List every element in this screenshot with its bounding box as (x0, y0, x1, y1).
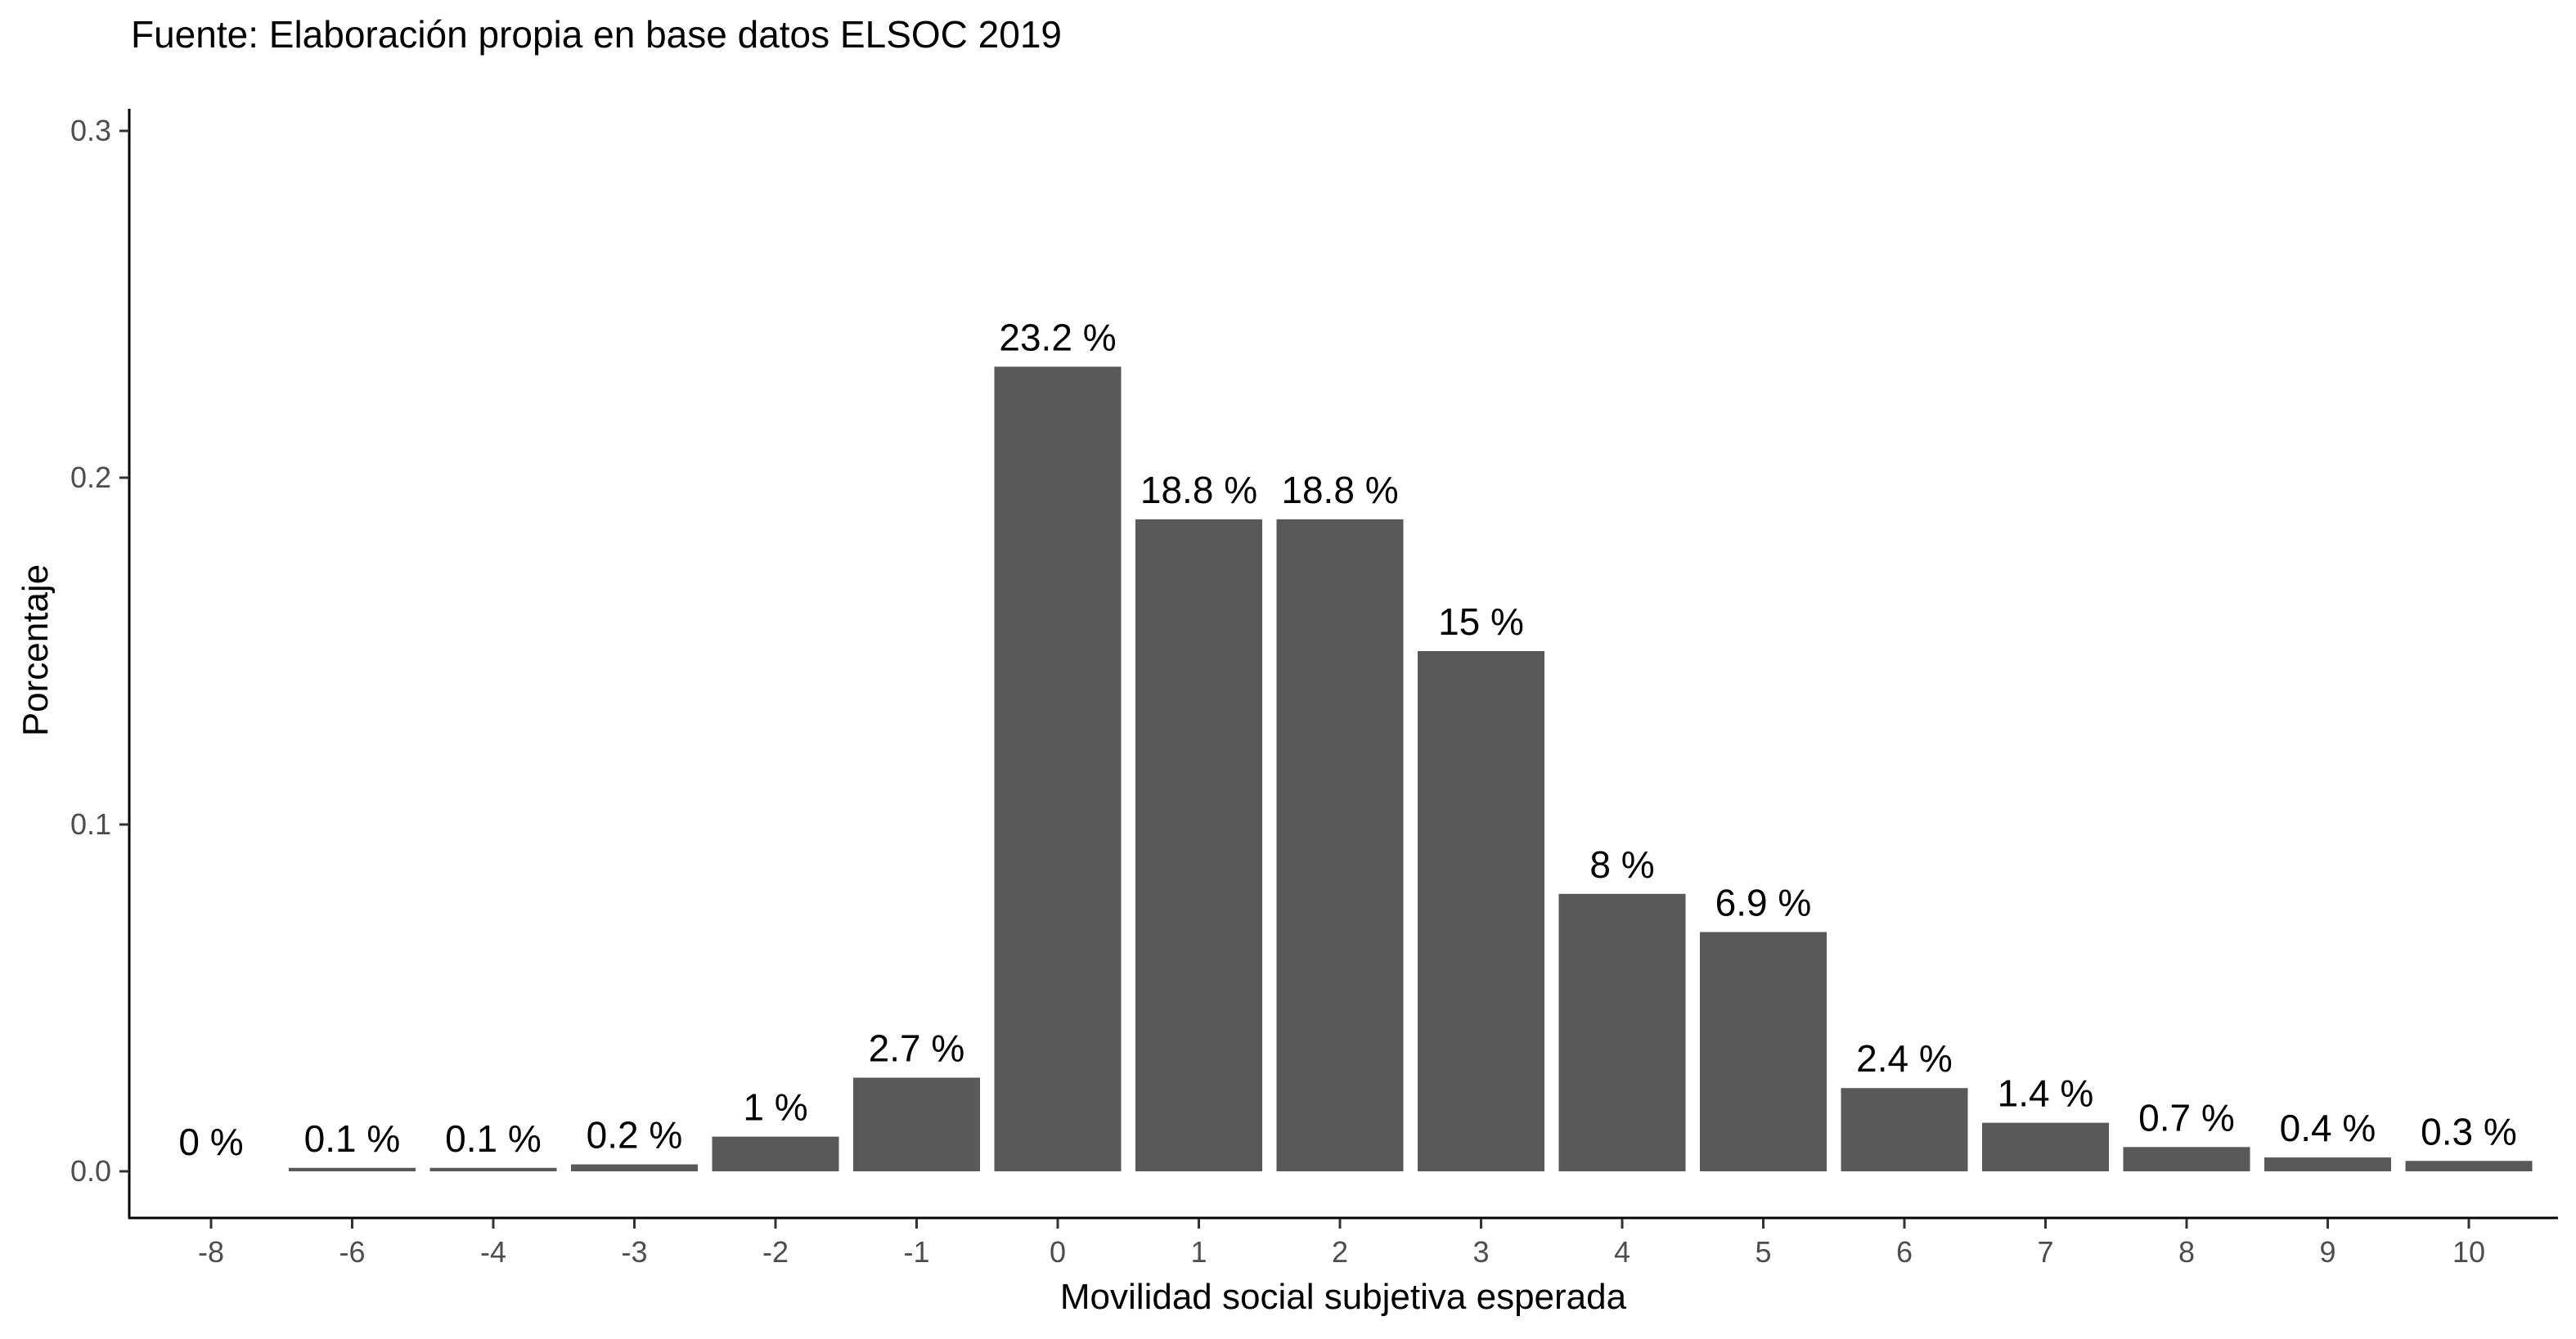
chart-caption: Fuente: Elaboración propia en base datos… (131, 13, 1062, 56)
x-tick-label: -8 (198, 1235, 224, 1269)
data-label: 15 % (1438, 600, 1524, 643)
y-axis-ticks: 0.0 0.1 0.2 0.3 (70, 114, 129, 1188)
x-tick-label: -1 (903, 1235, 929, 1269)
bar (1841, 1088, 1968, 1171)
bar (712, 1136, 839, 1171)
data-label: 0.4 % (2280, 1107, 2376, 1149)
data-label: 0.2 % (587, 1114, 683, 1157)
x-tick-label: 7 (2037, 1235, 2053, 1269)
x-tick-label: 5 (1755, 1235, 1771, 1269)
x-tick-label: 8 (2178, 1235, 2195, 1269)
x-tick-label: 3 (1472, 1235, 1489, 1269)
data-label: 2.4 % (1856, 1037, 1953, 1080)
bar (429, 1167, 557, 1171)
x-tick-label: 10 (2452, 1235, 2485, 1269)
y-axis-title: Porcentaje (16, 564, 56, 736)
bar (1418, 651, 1544, 1171)
bar (1135, 519, 1262, 1171)
bars-group (289, 366, 2533, 1171)
x-tick-label: -6 (339, 1235, 365, 1269)
bar (1276, 519, 1404, 1171)
y-tick-label: 0.2 (70, 461, 111, 494)
y-tick-label: 0.0 (70, 1154, 111, 1188)
data-label: 23.2 % (999, 316, 1116, 358)
x-tick-label: -4 (480, 1235, 506, 1269)
bar (994, 366, 1122, 1171)
bar (1558, 893, 1686, 1171)
x-tick-label: 0 (1050, 1235, 1066, 1269)
x-tick-label: -2 (762, 1235, 789, 1269)
data-label: 8 % (1589, 843, 1654, 886)
data-label: 2.7 % (869, 1027, 965, 1070)
x-tick-label: 9 (2319, 1235, 2335, 1269)
bar (1700, 932, 1827, 1171)
data-label: 0.1 % (445, 1117, 542, 1160)
data-labels-group: 0 % 0.1 % 0.1 % 0.2 % 1 % 2.7 % 23.2 % 18.8 % 18… (178, 316, 2516, 1163)
data-label: 1.4 % (1998, 1072, 2094, 1115)
bar (289, 1167, 416, 1171)
bar (853, 1077, 980, 1171)
data-label: 6.9 % (1715, 881, 1812, 923)
x-axis-ticks: -8 -6 -4 -3 -2 -1 0 1 2 3 4 5 6 7 8 9 10 (198, 1219, 2485, 1269)
y-tick-label: 0.1 (70, 807, 111, 841)
data-label: 0.3 % (2421, 1110, 2517, 1153)
bar (2405, 1161, 2533, 1171)
y-tick-label: 0.3 (70, 114, 111, 147)
bar (571, 1164, 698, 1171)
data-label: 0.1 % (304, 1117, 401, 1160)
x-tick-label: 1 (1190, 1235, 1207, 1269)
data-label: 18.8 % (1140, 469, 1257, 511)
data-label: 0.7 % (2138, 1096, 2235, 1139)
x-tick-label: 2 (1332, 1235, 1348, 1269)
x-axis-title: Movilidad social subjetiva esperada (1060, 1277, 1627, 1317)
bar (2123, 1147, 2250, 1171)
bar (2264, 1157, 2391, 1171)
x-tick-label: -3 (621, 1235, 647, 1269)
x-tick-label: 6 (1896, 1235, 1913, 1269)
data-label: 0 % (178, 1121, 243, 1163)
data-label: 1 % (743, 1086, 807, 1129)
x-tick-label: 4 (1614, 1235, 1630, 1269)
plot-panel: 0 % 0.1 % 0.1 % 0.2 %1 %2.7 %23.2 %18.8 % 18… (70, 109, 2558, 1269)
data-label: 18.8 % (1281, 469, 1398, 511)
bar (1982, 1122, 2109, 1171)
